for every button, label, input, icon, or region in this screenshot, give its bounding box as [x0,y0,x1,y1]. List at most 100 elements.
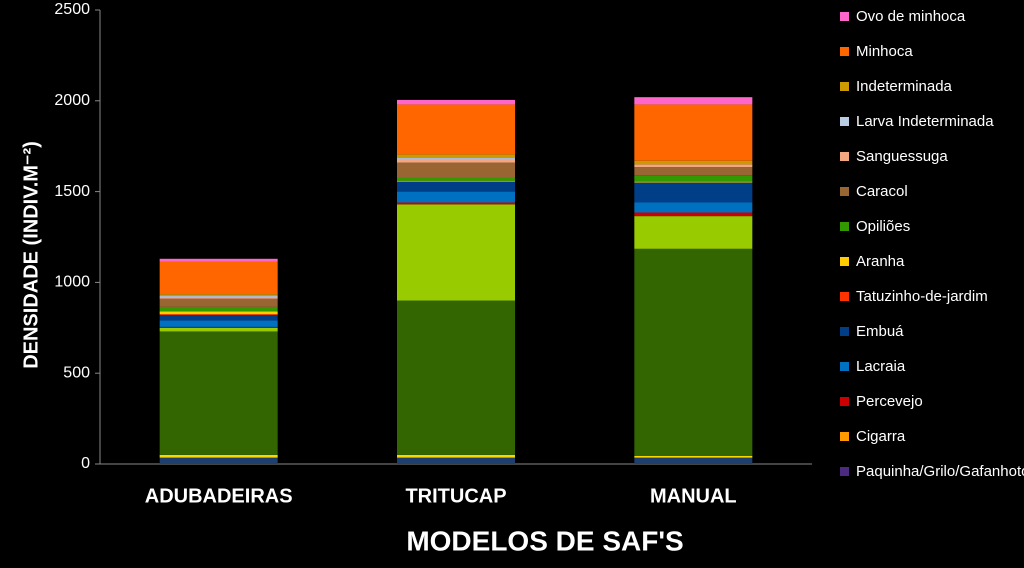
legend-label: Ovo de minhoca [856,8,966,25]
x-tick-label: MANUAL [650,485,737,507]
bar-segment [634,160,753,165]
bar-segment [159,261,278,295]
legend-item: Larva Indeterminada [838,113,1018,148]
legend-item: Aranha [838,253,1018,288]
bar-segment [397,181,515,192]
legend-swatch [840,82,849,91]
x-axis-title: MODELOS DE SAF'S [406,525,683,556]
legend-label: Cigarra [856,428,906,445]
bar-segment [159,258,278,262]
bar-segment [634,182,753,203]
legend-swatch [840,257,849,266]
legend-item: Percevejo [838,393,1018,428]
legend-label: Paquinha/Grilo/Gafanhoto [856,463,1024,480]
bar-segment [159,326,278,328]
legend-item: Opiliões [838,218,1018,253]
legend-swatch [840,397,849,406]
legend-swatch [840,327,849,336]
legend-label: Lacraia [856,358,906,375]
legend-item: Ovo de minhoca [838,8,1018,43]
legend-item: Minhoca [838,43,1018,78]
bar-segment [634,104,753,161]
bar-segment [634,202,753,213]
bar-segment [397,104,515,155]
legend-item: Caracol [838,183,1018,218]
bar-segment [634,212,753,217]
legend-label: Caracol [856,183,908,200]
bar-segment [397,202,515,205]
bar-segment [634,216,753,249]
bar-segment [397,454,515,458]
bar-segment [159,294,278,297]
legend-item: Tatuzinho-de-jardim [838,288,1018,323]
bar-segment [634,457,753,464]
y-tick-label: 500 [63,364,90,381]
y-tick-label: 2000 [54,92,90,109]
x-tick-label: TRITUCAP [405,485,506,507]
bar-segment [397,99,515,105]
bar-segment [159,296,278,299]
bar-segment [159,298,278,307]
bar-segment [397,457,515,464]
bar-segment [159,327,278,332]
legend-swatch [840,12,849,21]
legend-item: Indeterminada [838,78,1018,113]
bar-segment [397,180,515,182]
bar-segment [397,204,515,301]
legend-label: Aranha [856,253,905,270]
bar-segment [397,300,515,455]
bar-segment [634,455,753,458]
legend-item: Embuá [838,323,1018,358]
bar-segment [159,311,278,315]
legend-label: Larva Indeterminada [856,113,994,130]
bar-segment [634,248,753,456]
legend-label: Minhoca [856,43,913,60]
bar-segment [634,97,753,105]
bar-segment [397,158,515,159]
bar-segment [159,315,278,321]
bar-segment [397,158,515,163]
legend-item: Sanguessuga [838,148,1018,183]
bar-segment [634,164,753,168]
bar-segment [159,320,278,327]
bar-segment [634,175,753,182]
bar-segment [397,154,515,159]
legend-label: Sanguessuga [856,148,948,165]
legend: Ovo de minhoca Minhoca Indeterminada Larva … [838,8,1024,498]
bar-segment [159,331,278,455]
legend-swatch [840,222,849,231]
bar-segment [159,306,278,312]
y-tick-label: 2500 [54,1,90,18]
legend-swatch [840,467,849,476]
legend-swatch [840,292,849,301]
legend-item: Lacraia [838,358,1018,393]
bar-segment [397,191,515,203]
bar-segment [159,314,278,316]
legend-item: Cigarra [838,428,1018,463]
legend-swatch [840,432,849,441]
legend-label: Tatuzinho-de-jardim [856,288,988,305]
y-tick-label: 0 [81,455,90,472]
y-tick-label: 1000 [54,274,90,291]
legend-label: Percevejo [856,393,923,410]
bar-segment [634,181,753,183]
bar-segment [634,167,753,176]
legend-label: Opiliões [856,218,911,235]
bar-segment [397,162,515,178]
chart: MODELOS DE SAF'S DENSIDADE (INDIV.M⁻²) 0… [20,1,812,556]
bar-segment [159,454,278,458]
legend-swatch [840,117,849,126]
y-axis-title: DENSIDADE (INDIV.M⁻²) [20,141,42,369]
bar-segment [159,457,278,464]
legend-swatch [840,47,849,56]
legend-swatch [840,362,849,371]
legend-item: Paquinha/Grilo/Gafanhoto [838,463,1024,498]
legend-swatch [840,187,849,196]
x-tick-label: ADUBADEIRAS [145,485,293,507]
legend-label: Indeterminada [856,78,952,95]
y-tick-label: 1500 [54,183,90,200]
bar-segment [397,177,515,181]
legend-label: Embuá [856,323,904,340]
legend-swatch [840,152,849,161]
